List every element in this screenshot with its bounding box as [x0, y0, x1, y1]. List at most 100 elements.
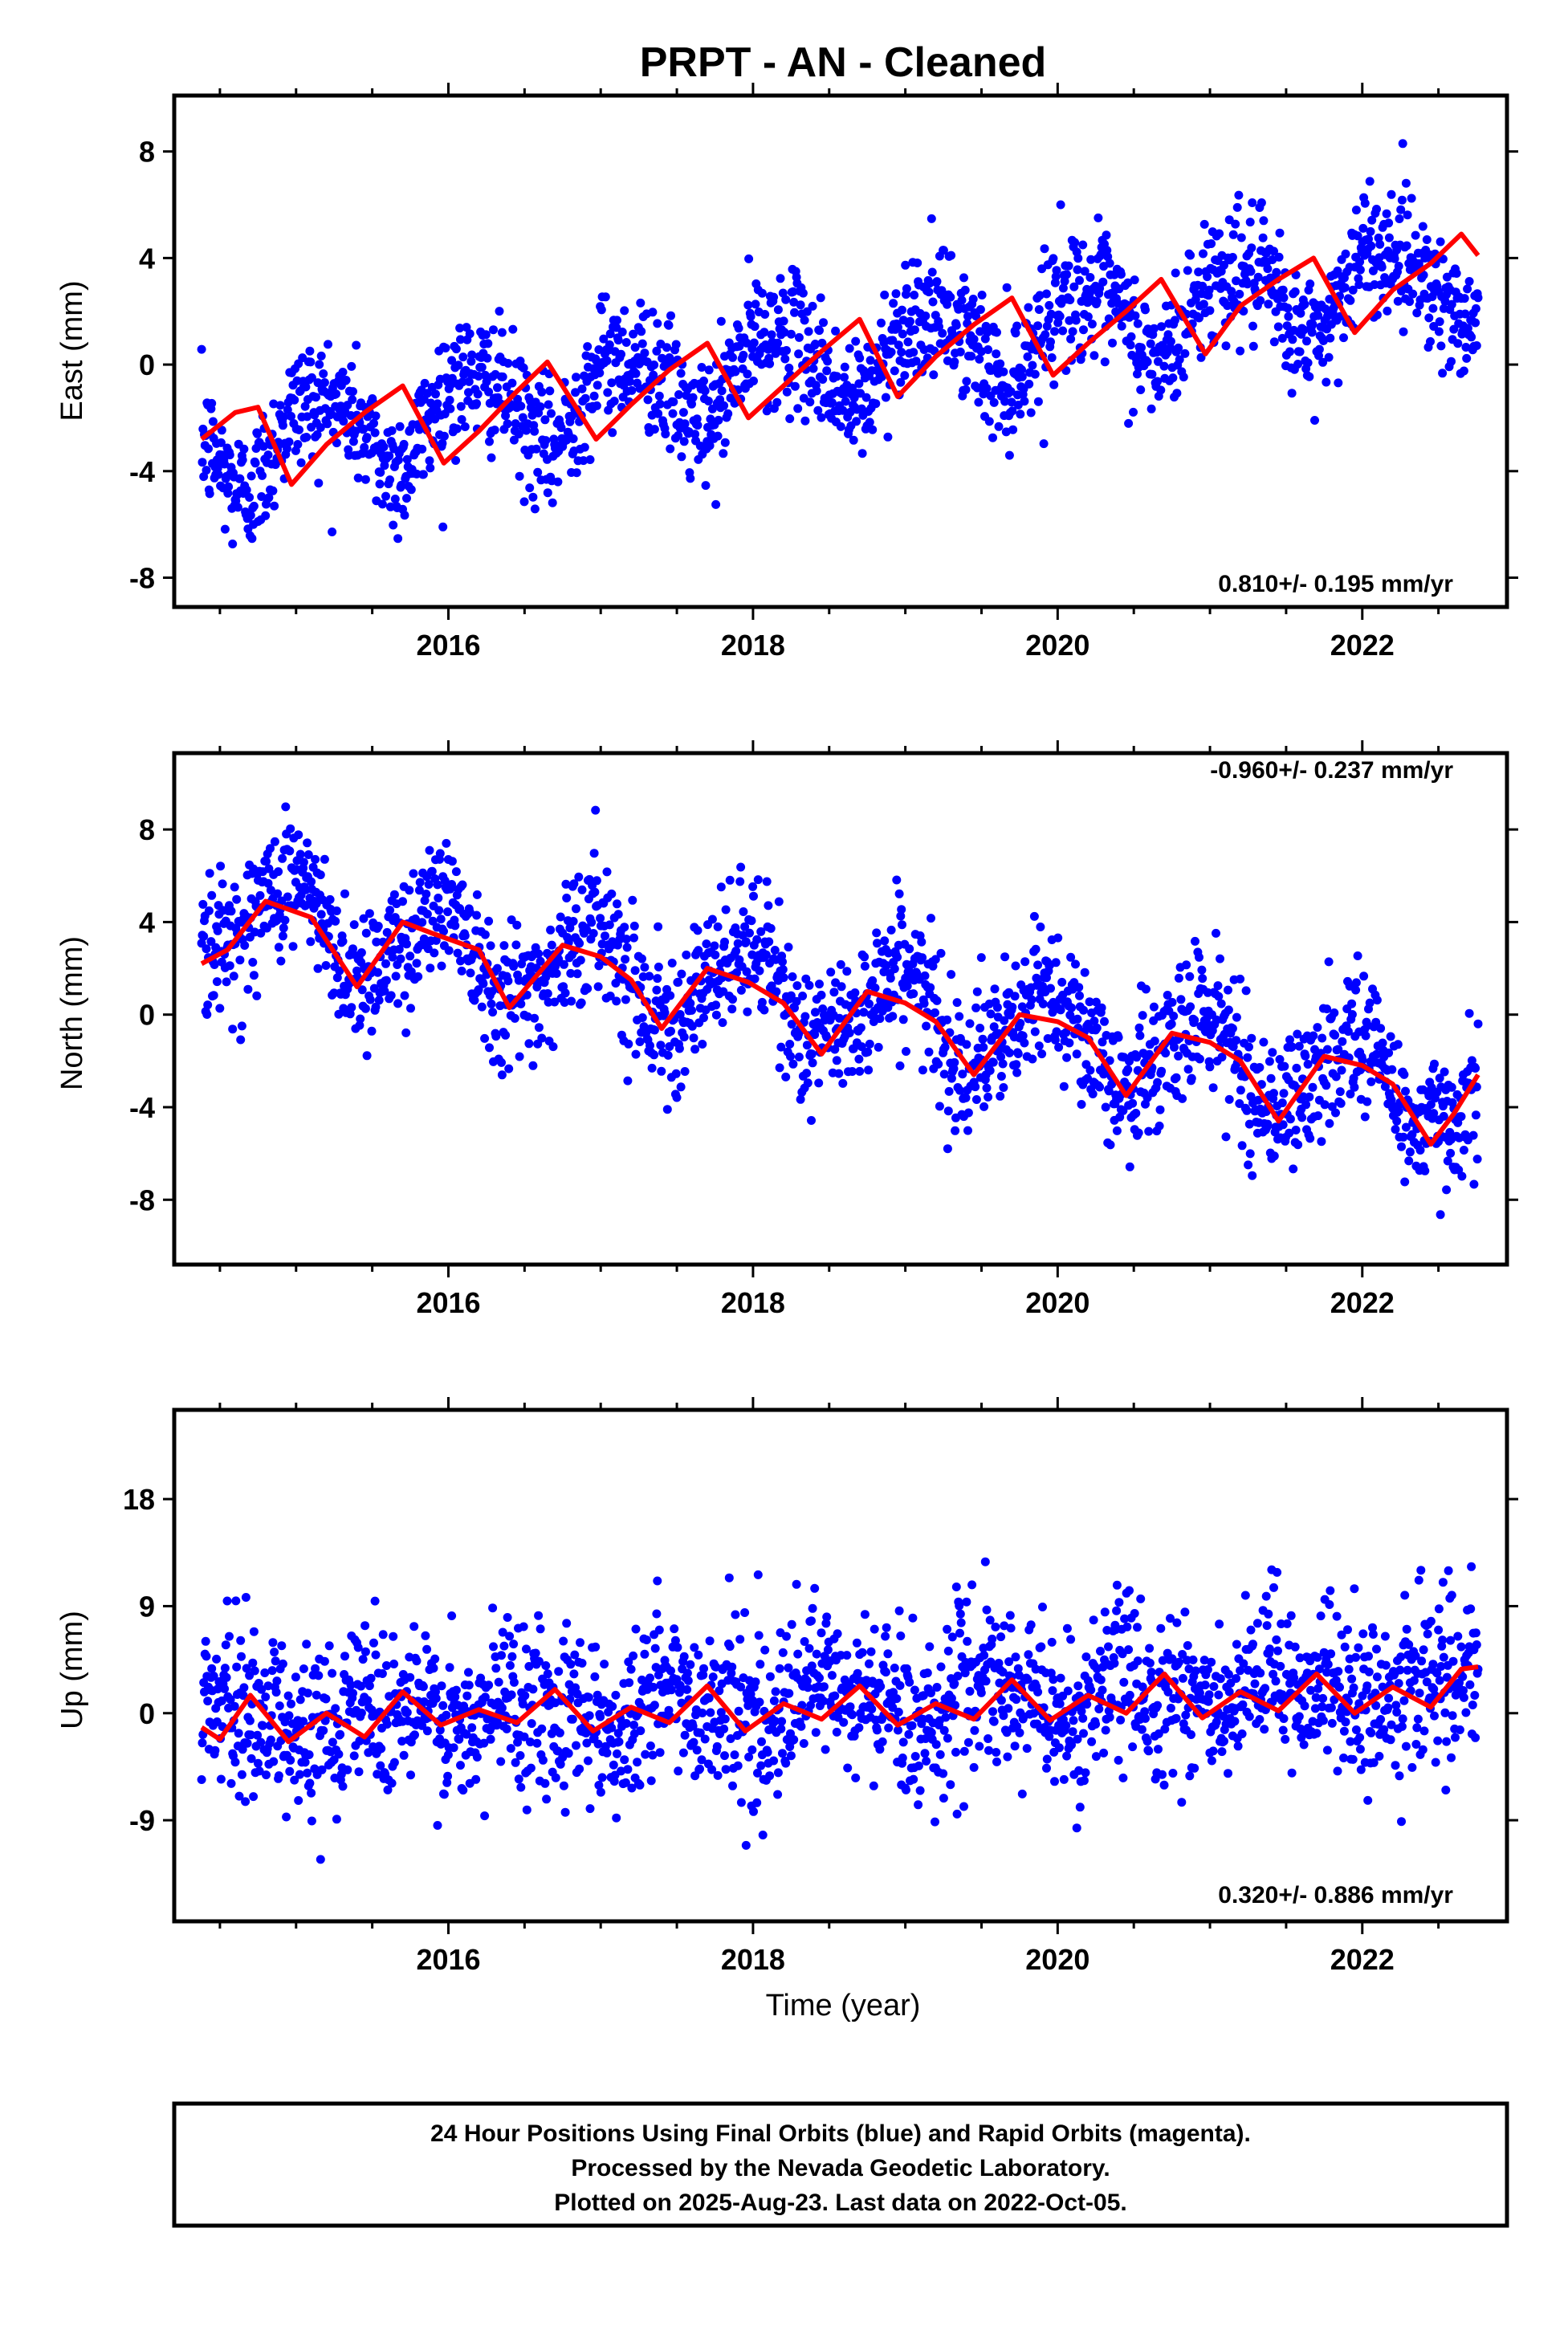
data-point	[860, 1610, 870, 1619]
data-point	[382, 927, 392, 937]
data-point	[631, 1049, 641, 1059]
data-point	[1293, 360, 1303, 369]
data-point	[1107, 1079, 1117, 1089]
north-y-tick-label: -4	[129, 1091, 155, 1124]
data-point	[402, 1708, 412, 1717]
data-point	[666, 1026, 675, 1036]
data-point	[1214, 992, 1224, 1001]
data-point	[1322, 1045, 1332, 1054]
data-point	[909, 348, 918, 357]
data-point	[786, 329, 796, 339]
east-rate-label: 0.810+/- 0.195 mm/yr	[1218, 571, 1453, 597]
data-point	[316, 1855, 325, 1864]
data-point	[431, 935, 441, 945]
data-point	[1296, 308, 1305, 318]
data-point	[1168, 373, 1178, 383]
data-point	[576, 1638, 584, 1648]
data-point	[201, 1636, 210, 1646]
data-point	[470, 996, 479, 1005]
data-point	[197, 1775, 206, 1784]
data-point	[593, 982, 603, 992]
data-point	[898, 920, 906, 930]
data-point	[546, 925, 556, 935]
data-point	[984, 417, 994, 426]
data-point	[1347, 1010, 1357, 1019]
data-point	[386, 991, 396, 1000]
data-point	[303, 850, 313, 859]
data-point	[897, 905, 906, 914]
data-point	[464, 1680, 474, 1690]
data-point	[732, 968, 741, 977]
data-point	[1098, 277, 1108, 287]
data-point	[1237, 1141, 1247, 1151]
data-point	[1473, 1019, 1483, 1029]
east-points	[197, 139, 1483, 548]
data-point	[1052, 266, 1061, 275]
data-point	[724, 1573, 734, 1583]
data-point	[1268, 255, 1277, 264]
data-point	[282, 1812, 291, 1822]
data-point	[922, 1757, 931, 1766]
data-point	[246, 1730, 255, 1740]
data-point	[462, 323, 471, 332]
data-point	[449, 1743, 458, 1753]
data-point	[1078, 240, 1088, 250]
data-point	[898, 1737, 908, 1747]
data-point	[771, 1687, 780, 1697]
data-point	[929, 370, 939, 380]
data-point	[456, 401, 466, 411]
east-x-tick-label: 2022	[1330, 629, 1395, 662]
data-point	[1147, 369, 1157, 379]
data-point	[230, 882, 239, 892]
data-point	[914, 1800, 923, 1810]
data-point	[203, 1697, 213, 1706]
data-point	[347, 361, 356, 371]
data-point	[241, 1593, 250, 1602]
data-point	[365, 909, 374, 919]
data-point	[260, 1668, 270, 1677]
data-point	[666, 1666, 675, 1676]
data-point	[882, 961, 891, 970]
data-point	[621, 1719, 631, 1728]
data-point	[226, 906, 236, 916]
data-point	[918, 1691, 928, 1701]
data-point	[431, 1687, 440, 1697]
data-point	[1039, 439, 1049, 449]
data-point	[572, 904, 580, 914]
data-point	[246, 1754, 256, 1763]
data-point	[238, 455, 247, 465]
data-point	[1471, 303, 1480, 313]
data-point	[1361, 1031, 1370, 1041]
data-point	[1174, 343, 1183, 352]
data-point	[734, 324, 743, 333]
data-point	[572, 468, 581, 478]
data-point	[1228, 1024, 1237, 1033]
data-point	[888, 1703, 898, 1713]
data-point	[1149, 1002, 1159, 1012]
data-point	[414, 886, 424, 895]
data-point	[1300, 299, 1309, 309]
data-point	[1239, 307, 1248, 316]
data-point	[943, 1646, 953, 1656]
data-point	[290, 1775, 299, 1785]
data-point	[947, 1632, 957, 1642]
data-point	[447, 880, 457, 889]
data-point	[534, 1656, 544, 1666]
data-point	[1235, 289, 1244, 299]
data-point	[782, 387, 792, 397]
data-point	[852, 417, 861, 426]
data-point	[577, 885, 587, 894]
data-point	[1440, 296, 1450, 306]
data-point	[534, 1611, 544, 1620]
data-point	[895, 1061, 905, 1070]
data-point	[447, 1611, 457, 1620]
data-point	[1247, 1033, 1256, 1043]
data-point	[266, 886, 275, 895]
data-point	[497, 1070, 507, 1080]
data-point	[784, 1688, 794, 1698]
data-point	[921, 312, 931, 320]
data-point	[624, 1657, 633, 1667]
data-point	[1384, 1048, 1394, 1057]
data-point	[389, 1758, 399, 1767]
data-point	[855, 353, 865, 363]
